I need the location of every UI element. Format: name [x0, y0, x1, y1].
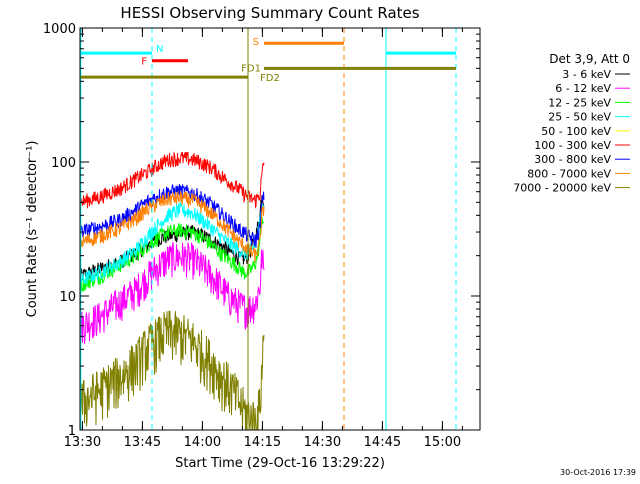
legend-entry-label: 25 - 50 keV [548, 111, 611, 124]
chart-title: HESSI Observing Summary Count Rates [120, 4, 419, 22]
y-tick-label: 1000 [43, 22, 76, 37]
legend-entry-label: 3 - 6 keV [562, 68, 611, 81]
y-tick-label: 100 [51, 156, 76, 171]
y-tick-label: 10 [59, 290, 76, 305]
legend-entry-label: 100 - 300 keV [534, 139, 611, 152]
event-label-f: F [141, 57, 147, 68]
y-axis-label-text: Count Rate (s⁻¹ detector⁻¹) [25, 141, 40, 318]
x-tick-label: 14:15 [244, 435, 281, 450]
legend-entry-label: 800 - 7000 keV [527, 167, 611, 180]
legend-entry-label: 7000 - 20000 keV [513, 182, 611, 195]
series-100-300-kevline [79, 151, 265, 209]
legend-entry-label: 50 - 100 keV [541, 125, 611, 138]
x-tick-label: 15:00 [424, 435, 461, 450]
footer-timestamp: 30-Oct-2016 17:39 [560, 468, 636, 477]
x-tick-label: 13:45 [124, 435, 161, 450]
legend-header: Det 3,9, Att 0 [549, 52, 630, 66]
event-label-fd2: FD2 [260, 73, 280, 84]
series-6-12-kevline [79, 241, 265, 344]
plot-frame [79, 27, 481, 431]
event-label-s: S [253, 37, 259, 48]
series-800-7000-kevline [79, 190, 265, 263]
series-7000-20000-kevline [79, 310, 265, 431]
event-label-n: N [156, 44, 163, 55]
legend-entry-label: 12 - 25 keV [548, 96, 611, 109]
x-tick-label: 13:30 [64, 435, 101, 450]
series-25-50-kevline [79, 201, 265, 285]
x-axis-label: Start Time (29-Oct-16 13:29:22) [175, 456, 385, 471]
y-axis-label: Count Rate (s⁻¹ detector⁻¹) [25, 141, 40, 318]
series-layer [79, 151, 265, 431]
legend-entry-label: 300 - 800 keV [534, 153, 611, 166]
x-tick-label: 14:30 [304, 435, 341, 450]
legend-entry-label: 6 - 12 keV [555, 82, 611, 95]
x-tick-label: 14:45 [364, 435, 401, 450]
event-label-fd1: FD1 [241, 63, 261, 74]
y-tick-label: 1 [68, 424, 76, 439]
x-tick-label: 14:00 [184, 435, 221, 450]
axis-layer: 13:30 13:45 14:00 14:15 14:30 14:45 15:00 1 10 10… [43, 22, 480, 450]
